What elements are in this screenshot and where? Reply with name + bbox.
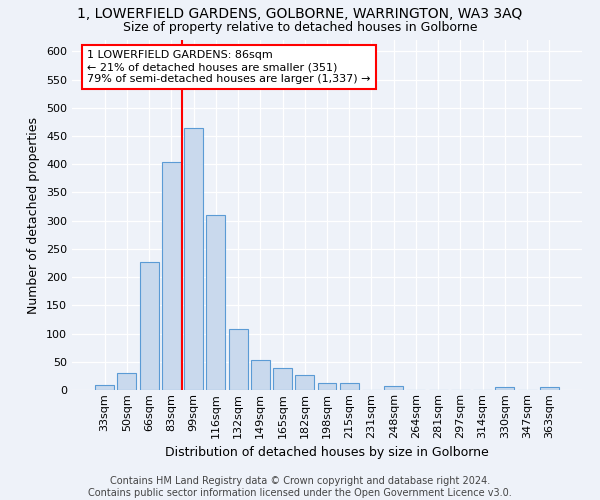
Text: Contains HM Land Registry data © Crown copyright and database right 2024.
Contai: Contains HM Land Registry data © Crown c… xyxy=(88,476,512,498)
Bar xyxy=(496,386,514,390)
Bar xyxy=(162,162,181,390)
X-axis label: Distribution of detached houses by size in Golborne: Distribution of detached houses by size … xyxy=(165,446,489,459)
Bar xyxy=(317,382,337,390)
Text: 1, LOWERFIELD GARDENS, GOLBORNE, WARRINGTON, WA3 3AQ: 1, LOWERFIELD GARDENS, GOLBORNE, WARRING… xyxy=(77,8,523,22)
Bar xyxy=(140,262,158,390)
Bar xyxy=(95,386,114,390)
Bar xyxy=(340,383,359,390)
Bar xyxy=(184,128,203,390)
Bar xyxy=(540,386,559,390)
Bar xyxy=(251,360,270,390)
Bar xyxy=(384,386,403,390)
Y-axis label: Number of detached properties: Number of detached properties xyxy=(28,116,40,314)
Bar xyxy=(118,373,136,390)
Bar xyxy=(229,329,248,390)
Text: Size of property relative to detached houses in Golborne: Size of property relative to detached ho… xyxy=(123,21,477,34)
Text: 1 LOWERFIELD GARDENS: 86sqm
← 21% of detached houses are smaller (351)
79% of se: 1 LOWERFIELD GARDENS: 86sqm ← 21% of det… xyxy=(88,50,371,84)
Bar xyxy=(206,215,225,390)
Bar xyxy=(273,368,292,390)
Bar xyxy=(295,375,314,390)
